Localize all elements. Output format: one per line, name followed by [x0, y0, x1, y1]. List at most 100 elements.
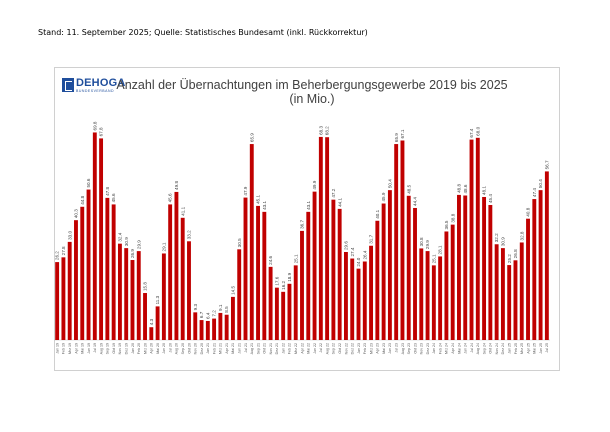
data-label: 40.8: [526, 207, 531, 216]
category-label: Sep 24: [482, 343, 486, 354]
data-label: 29.9: [425, 240, 430, 249]
bar: [538, 190, 543, 340]
data-label: 65.9: [394, 133, 399, 142]
category-label: Feb 23: [363, 343, 367, 354]
data-label: 40.1: [375, 209, 380, 218]
category-label: Nov 24: [495, 343, 499, 354]
bar: [187, 241, 191, 340]
data-label: 27.4: [350, 247, 355, 256]
data-label: 43.1: [306, 200, 311, 209]
data-label: 48.5: [406, 184, 411, 193]
data-label: 17.6: [274, 276, 279, 285]
category-label: Sep 23: [407, 343, 411, 354]
bar: [494, 244, 499, 340]
data-label: 38.8: [450, 213, 455, 222]
data-label: 24.0: [356, 257, 361, 266]
bar: [268, 266, 273, 340]
bar: [425, 251, 430, 340]
category-label: Aug 20: [175, 343, 179, 354]
bar: [300, 230, 304, 340]
bar: [136, 251, 141, 340]
data-label: 40.3: [74, 209, 79, 218]
data-label: 25.1: [431, 254, 436, 263]
bar: [55, 262, 60, 340]
category-label: Jul 19: [93, 343, 97, 353]
category-label: Jun 19: [87, 343, 91, 354]
dehoga-logo-icon: [62, 78, 74, 92]
bar: [80, 206, 85, 340]
category-label: Okt 23: [413, 343, 417, 354]
data-label: 28.1: [438, 245, 443, 254]
data-label: 43.1: [262, 200, 267, 209]
bar: [230, 296, 235, 340]
category-label: Dez 22: [351, 343, 355, 354]
logo-name: DEHOGA: [76, 77, 126, 89]
data-label: 50.6: [86, 178, 91, 187]
category-label: Nov 19: [118, 343, 122, 354]
bar: [274, 287, 279, 340]
category-label: Apr 25: [526, 343, 530, 354]
data-label: 69.8: [92, 121, 97, 130]
data-label: 30.5: [237, 238, 242, 247]
data-label: 8.5: [224, 306, 229, 313]
bar: [117, 243, 122, 340]
bar: [463, 195, 468, 340]
data-label: 67.8: [99, 127, 104, 136]
data-label: 11.3: [155, 295, 160, 304]
category-label: Okt 19: [112, 343, 116, 354]
category-label: Jan 20: [131, 343, 135, 354]
bar: [237, 249, 242, 340]
bar: [224, 314, 229, 340]
data-label: 15.8: [143, 282, 148, 291]
category-label: Jan 19: [55, 343, 59, 354]
category-label: Aug 23: [401, 343, 405, 354]
category-label: Jun 22: [313, 343, 317, 354]
bar: [67, 241, 72, 340]
data-label: 26.9: [130, 249, 135, 258]
category-label: Aug 22: [325, 343, 329, 354]
bar: [482, 196, 487, 340]
bar: [369, 245, 374, 340]
category-label: Dez 20: [200, 343, 204, 354]
data-label: 44.4: [413, 197, 418, 206]
logo-subtitle: BUNDESVERBAND: [76, 89, 115, 93]
bar: [513, 260, 518, 340]
bar: [212, 318, 217, 340]
category-label: Aug 24: [476, 343, 480, 354]
data-label: 32.8: [519, 231, 524, 240]
data-label: 32.4: [118, 232, 123, 241]
category-label: Jun 24: [464, 343, 468, 354]
category-label: Jan 25: [507, 343, 511, 354]
bar: [381, 203, 386, 340]
category-label: Sep 20: [181, 343, 185, 354]
category-label: Mai 24: [457, 343, 461, 354]
bar: [406, 195, 411, 340]
data-label: 49.9: [312, 180, 317, 189]
category-label: Mai 25: [533, 343, 537, 354]
bar: [168, 204, 173, 340]
bar: [544, 171, 549, 340]
category-label: Jan 24: [432, 343, 436, 354]
data-label: 18.9: [287, 272, 292, 281]
category-label: Mrz 20: [143, 343, 147, 354]
bar: [174, 191, 179, 340]
bar: [218, 312, 223, 340]
category-label: Jan 21: [206, 343, 210, 354]
category-label: Apr 24: [451, 343, 455, 354]
data-label: 33.0: [67, 230, 72, 239]
bar: [318, 136, 323, 340]
bar: [293, 265, 298, 340]
data-label: 6.7: [199, 311, 204, 318]
category-label: Jan 22: [281, 343, 285, 354]
category-label: Jul 21: [244, 343, 248, 353]
bar: [249, 144, 254, 340]
bar: [475, 137, 480, 340]
bar: [469, 139, 474, 340]
bar: [325, 137, 330, 340]
data-label: 26.8: [513, 249, 518, 258]
category-label: Nov 21: [269, 343, 273, 354]
bar: [444, 231, 449, 340]
category-label: Feb 20: [137, 343, 141, 354]
data-label: 45.4: [488, 194, 493, 203]
bar: [306, 211, 311, 340]
